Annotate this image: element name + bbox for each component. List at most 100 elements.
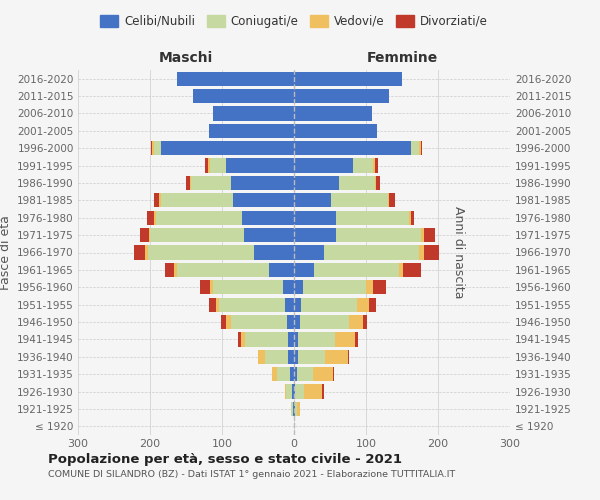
Bar bbox=[388, 193, 389, 208]
Bar bbox=[156, 210, 242, 225]
Bar bbox=[355, 332, 358, 346]
Bar bbox=[366, 280, 373, 294]
Bar bbox=[338, 176, 374, 190]
Bar bbox=[333, 367, 334, 382]
Bar bbox=[265, 350, 288, 364]
Bar bbox=[335, 332, 355, 346]
Bar bbox=[269, 263, 294, 277]
Bar bbox=[190, 176, 191, 190]
Bar bbox=[219, 298, 286, 312]
Bar bbox=[148, 246, 254, 260]
Bar bbox=[363, 315, 367, 329]
Bar bbox=[221, 315, 226, 329]
Bar bbox=[421, 228, 424, 242]
Bar bbox=[336, 210, 409, 225]
Bar bbox=[294, 89, 389, 103]
Bar bbox=[294, 124, 377, 138]
Bar bbox=[410, 141, 419, 156]
Bar bbox=[419, 141, 421, 156]
Bar bbox=[174, 263, 176, 277]
Bar bbox=[294, 402, 295, 416]
Bar bbox=[294, 367, 297, 382]
Bar bbox=[331, 193, 388, 208]
Bar bbox=[287, 315, 294, 329]
Bar bbox=[294, 72, 402, 86]
Bar bbox=[277, 367, 290, 382]
Bar bbox=[209, 298, 216, 312]
Text: Maschi: Maschi bbox=[159, 51, 213, 65]
Text: Femmine: Femmine bbox=[367, 51, 437, 65]
Bar bbox=[208, 158, 210, 172]
Bar bbox=[358, 298, 369, 312]
Bar bbox=[301, 298, 358, 312]
Bar bbox=[294, 210, 336, 225]
Bar bbox=[293, 402, 294, 416]
Bar bbox=[348, 350, 349, 364]
Bar bbox=[283, 280, 294, 294]
Bar bbox=[295, 402, 297, 416]
Bar bbox=[294, 315, 300, 329]
Bar bbox=[286, 384, 292, 398]
Bar bbox=[291, 402, 293, 416]
Bar bbox=[294, 280, 302, 294]
Bar bbox=[294, 176, 338, 190]
Bar bbox=[294, 332, 298, 346]
Bar bbox=[324, 246, 419, 260]
Bar bbox=[178, 72, 294, 86]
Bar bbox=[409, 210, 410, 225]
Bar bbox=[152, 141, 154, 156]
Bar bbox=[165, 263, 174, 277]
Bar bbox=[336, 228, 421, 242]
Text: Popolazione per età, sesso e stato civile - 2021: Popolazione per età, sesso e stato civil… bbox=[48, 452, 402, 466]
Bar bbox=[294, 298, 301, 312]
Bar bbox=[294, 193, 331, 208]
Bar bbox=[373, 158, 374, 172]
Bar bbox=[288, 332, 294, 346]
Bar bbox=[191, 176, 230, 190]
Bar bbox=[302, 280, 366, 294]
Y-axis label: Fasce di età: Fasce di età bbox=[0, 215, 11, 290]
Bar bbox=[186, 176, 190, 190]
Bar bbox=[369, 298, 376, 312]
Bar bbox=[294, 246, 324, 260]
Bar bbox=[212, 280, 283, 294]
Bar bbox=[373, 280, 386, 294]
Bar bbox=[389, 193, 395, 208]
Bar bbox=[154, 141, 161, 156]
Bar bbox=[294, 350, 298, 364]
Bar bbox=[161, 141, 294, 156]
Bar bbox=[151, 141, 152, 156]
Bar bbox=[313, 367, 333, 382]
Bar bbox=[424, 228, 435, 242]
Bar bbox=[134, 246, 145, 260]
Bar bbox=[214, 106, 294, 120]
Bar bbox=[254, 246, 294, 260]
Bar bbox=[374, 158, 378, 172]
Bar bbox=[410, 210, 414, 225]
Text: COMUNE DI SILANDRO (BZ) - Dati ISTAT 1° gennaio 2021 - Elaborazione TUTTITALIA.I: COMUNE DI SILANDRO (BZ) - Dati ISTAT 1° … bbox=[48, 470, 455, 479]
Bar bbox=[403, 263, 421, 277]
Bar bbox=[419, 246, 424, 260]
Bar bbox=[374, 176, 376, 190]
Bar bbox=[272, 367, 277, 382]
Bar bbox=[226, 315, 230, 329]
Bar bbox=[376, 176, 380, 190]
Bar bbox=[300, 315, 349, 329]
Bar bbox=[294, 158, 353, 172]
Bar bbox=[241, 332, 245, 346]
Bar bbox=[147, 210, 154, 225]
Bar bbox=[230, 315, 287, 329]
Bar bbox=[149, 228, 150, 242]
Bar bbox=[322, 384, 323, 398]
Bar bbox=[205, 158, 208, 172]
Bar bbox=[210, 158, 226, 172]
Bar bbox=[245, 332, 288, 346]
Bar bbox=[216, 298, 219, 312]
Bar bbox=[424, 246, 439, 260]
Bar bbox=[349, 315, 363, 329]
Bar bbox=[304, 384, 322, 398]
Bar bbox=[230, 176, 294, 190]
Bar bbox=[154, 210, 156, 225]
Bar bbox=[140, 228, 149, 242]
Bar bbox=[244, 228, 294, 242]
